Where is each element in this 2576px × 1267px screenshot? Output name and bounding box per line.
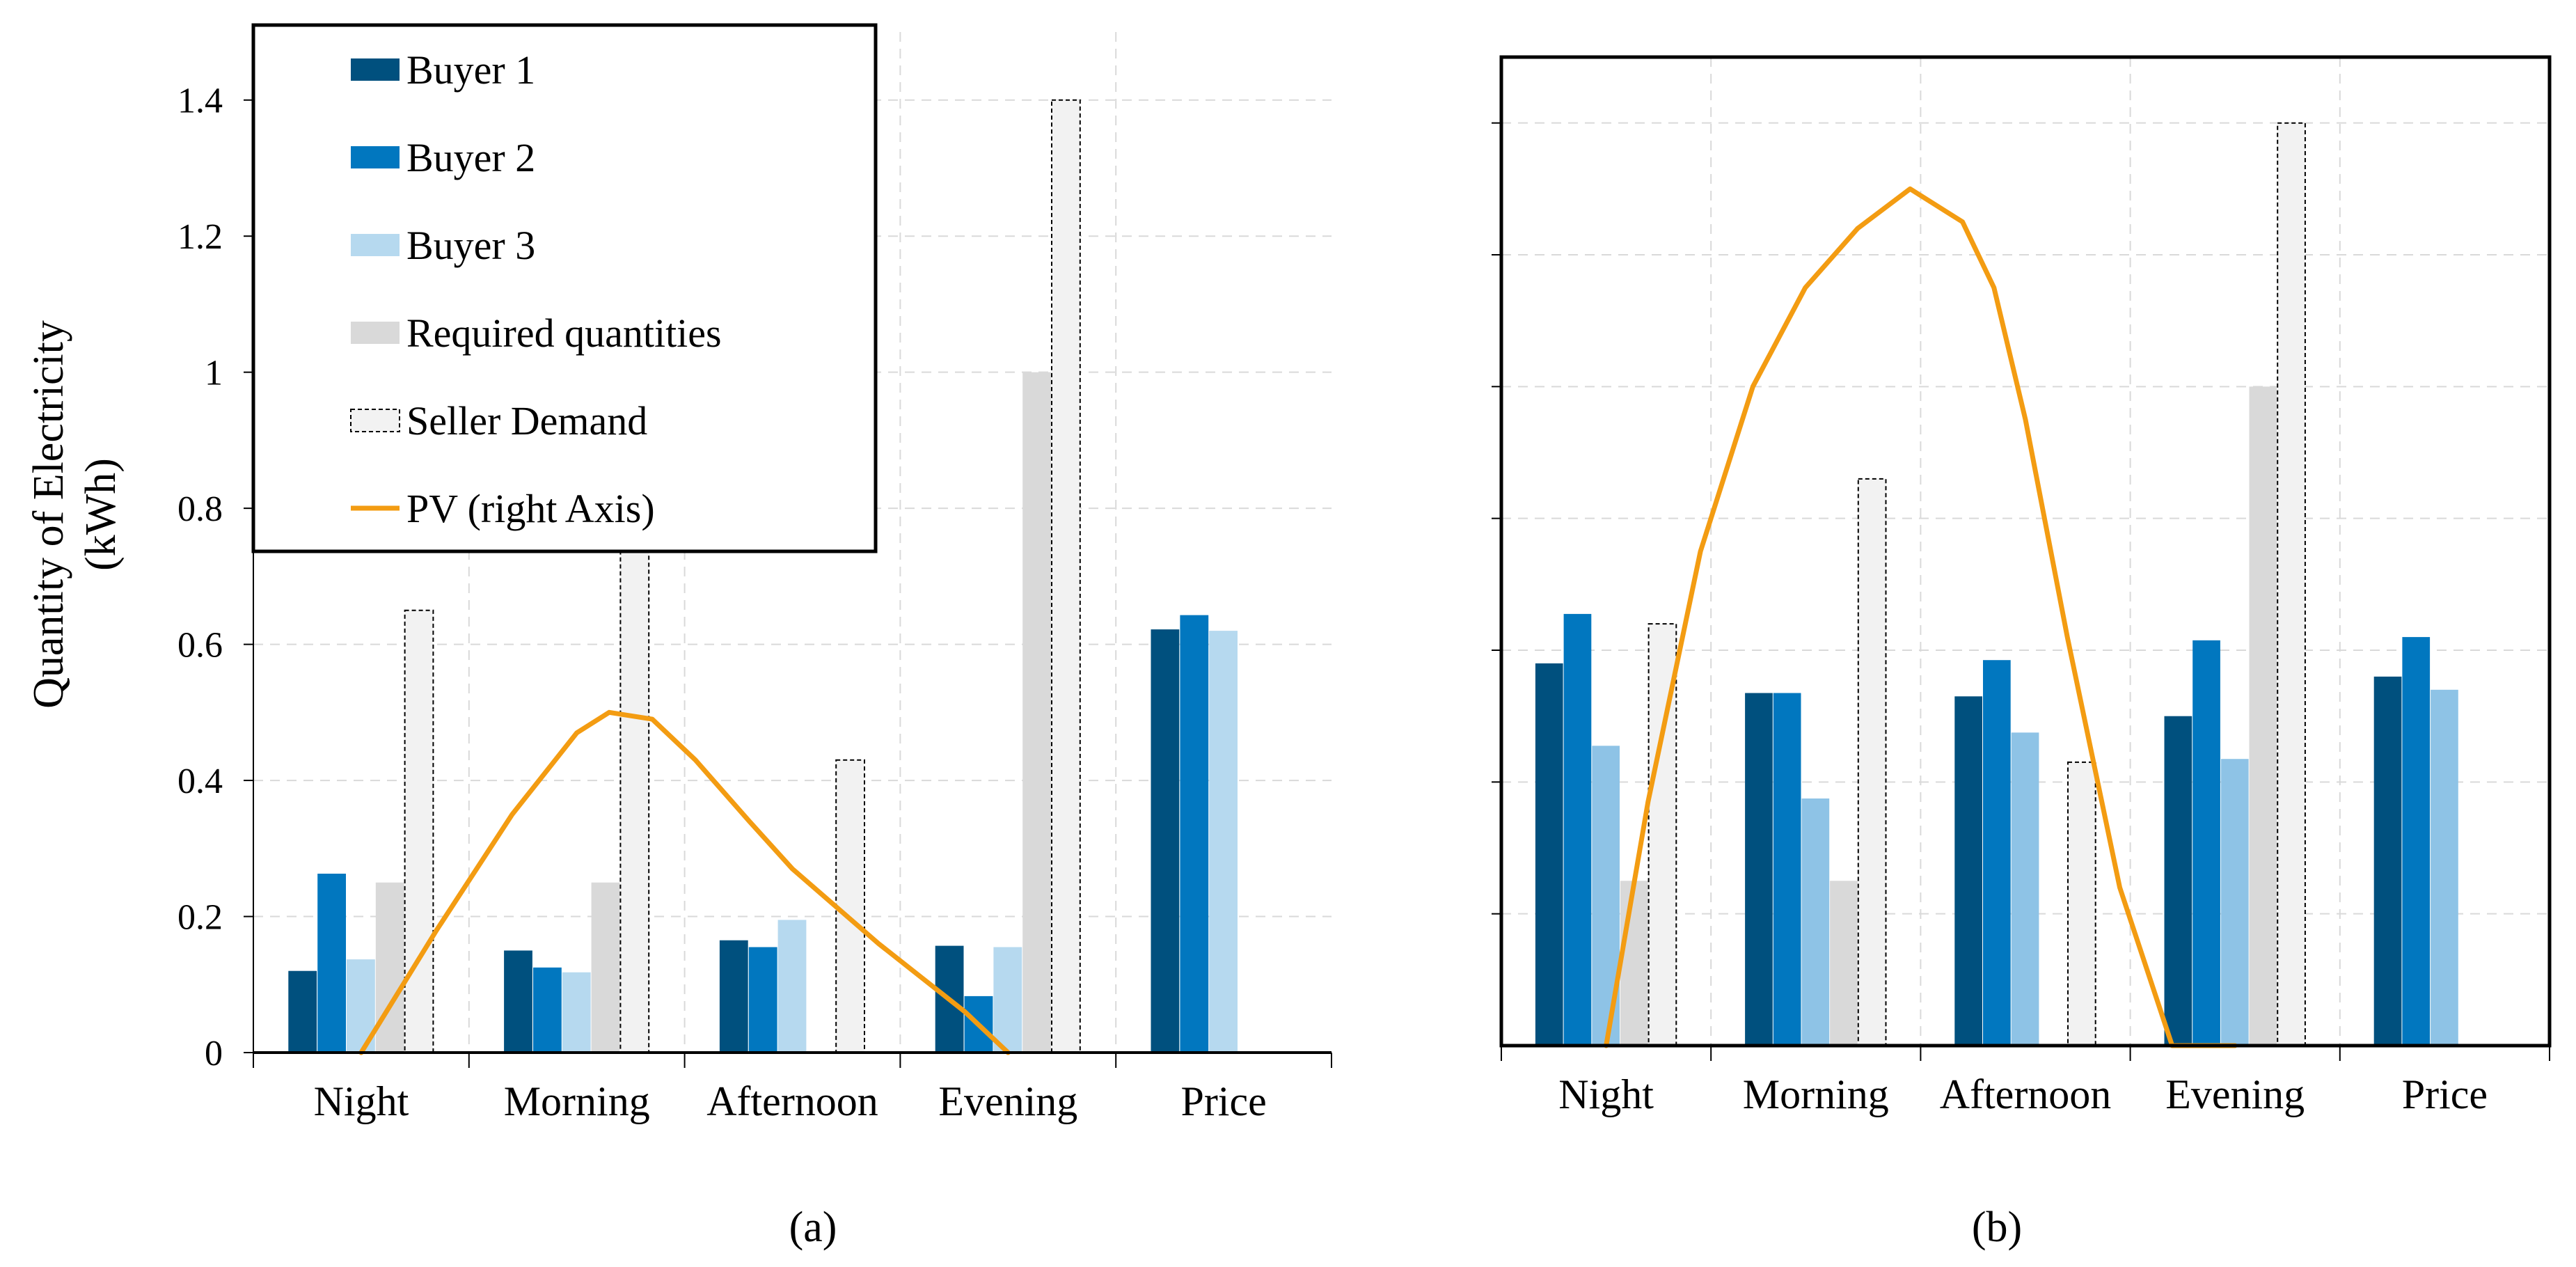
buyer-3-bar-evening	[993, 947, 1022, 1053]
y-tick-label: 1.4	[177, 81, 223, 121]
legend-swatch-seller	[350, 409, 400, 432]
caption-b: (b)	[1972, 1204, 2022, 1251]
buyer-2-bar-night	[1563, 613, 1592, 1046]
legend-label: Required quantities	[406, 310, 722, 356]
required-quantities-bar-night	[375, 882, 404, 1053]
buyer-2-bar-afternoon	[748, 947, 777, 1053]
panel-a: Night Morning Afternoon Evening Price 0 0.2 0.4…	[25, 32, 1332, 1124]
required-quantities-bar-morning	[591, 882, 620, 1053]
y-tick-label: 0	[205, 1034, 223, 1073]
buyer-3-bar-price	[1209, 631, 1238, 1053]
y-tick-label: 1	[205, 354, 223, 393]
buyer-3-bar-afternoon	[2011, 732, 2039, 1046]
required-quantities-bar-night	[1620, 881, 1648, 1046]
buyer-2-bar-afternoon	[1983, 660, 2011, 1046]
required-quantities-bar-evening	[1022, 372, 1051, 1053]
buyer-1-bar-morning	[1745, 693, 1773, 1046]
buyer-1-bar-morning	[504, 950, 532, 1053]
buyer-3-bar-price	[2431, 689, 2458, 1046]
seller-demand-bar-evening	[1051, 99, 1081, 1054]
buyer-2-bar-night	[317, 874, 346, 1053]
y-tick-label: 0.6	[177, 626, 223, 666]
legend-label: Buyer 3	[406, 223, 535, 268]
legend-label: Buyer 1	[406, 47, 535, 93]
legend: Buyer 1 Buyer 2 Buyer 3 Required quantities…	[251, 23, 878, 553]
seller-demand-bar-afternoon	[835, 759, 865, 1053]
legend-label: Buyer 2	[406, 135, 535, 180]
y-axis-title: Quantity of Electricity	[25, 320, 72, 709]
buyer-3-bar-morning	[562, 972, 591, 1053]
x-tick-label: Price	[1180, 1078, 1266, 1124]
legend-box	[251, 23, 878, 553]
x-tick-label: Evening	[938, 1078, 1077, 1124]
buyer-1-bar-night	[1535, 663, 1563, 1046]
buyer-1-bar-night	[288, 970, 317, 1053]
buyer-2-bar-price	[2402, 637, 2431, 1046]
legend-swatch-buyer2	[351, 146, 400, 168]
pv-line	[1604, 186, 2238, 1048]
seller-demand-bar-morning	[619, 542, 650, 1053]
required-quantities-bar-evening	[2249, 386, 2277, 1046]
seller-demand-bar-evening	[2277, 122, 2306, 1047]
x-tick-label: Morning	[504, 1078, 650, 1124]
buyer-3-bar-morning	[1801, 798, 1830, 1046]
x-tick-label: Night	[1558, 1071, 1654, 1117]
x-tick-label: Morning	[1743, 1071, 1889, 1117]
required-quantities-bar-morning	[1830, 881, 1858, 1046]
y-tick-label: 0.2	[177, 898, 223, 938]
x-tick-label: Night	[314, 1078, 409, 1124]
buyer-3-bar-evening	[2220, 759, 2249, 1046]
buyer-2-bar-price	[1180, 615, 1209, 1053]
buyer-2-bar-morning	[533, 967, 562, 1053]
buyer-3-bar-afternoon	[777, 920, 807, 1053]
seller-demand-bar-afternoon	[2067, 761, 2096, 1047]
legend-swatch-buyer3_a	[351, 234, 400, 256]
buyer-2-bar-morning	[1773, 693, 1801, 1046]
buyer-1-bar-afternoon	[719, 940, 748, 1053]
legend-label: Seller Demand	[406, 398, 647, 443]
y-tick-label: 0.4	[177, 762, 223, 801]
legend-swatch-required	[351, 322, 400, 344]
buyer-1-bar-afternoon	[1954, 696, 1982, 1046]
seller-demand-bar-night	[404, 609, 434, 1053]
legend-label: PV (right Axis)	[406, 486, 655, 531]
seller-demand-bar-morning	[1857, 478, 1887, 1046]
x-tick-label: Afternoon	[1940, 1071, 2112, 1117]
buyer-2-bar-evening	[2192, 640, 2220, 1046]
x-tick-label: Evening	[2165, 1071, 2305, 1117]
panel-b: Night Morning Afternoon Evening Price	[1492, 55, 2552, 1117]
caption-a: (a)	[789, 1204, 837, 1251]
y-tick-label: 0.8	[177, 489, 223, 529]
buyer-1-bar-evening	[2164, 716, 2192, 1046]
y-axis-title-unit: (kWh)	[77, 458, 125, 571]
buyer-1-bar-price	[1151, 629, 1180, 1053]
y-tick-label: 1.2	[177, 217, 223, 257]
legend-swatch-buyer1	[351, 58, 400, 81]
x-tick-label: Price	[2402, 1071, 2488, 1117]
buyer-1-bar-price	[2373, 676, 2402, 1046]
x-tick-label: Afternoon	[706, 1078, 878, 1124]
plot-frame	[1499, 55, 2552, 1048]
pv-line	[358, 709, 1011, 1055]
